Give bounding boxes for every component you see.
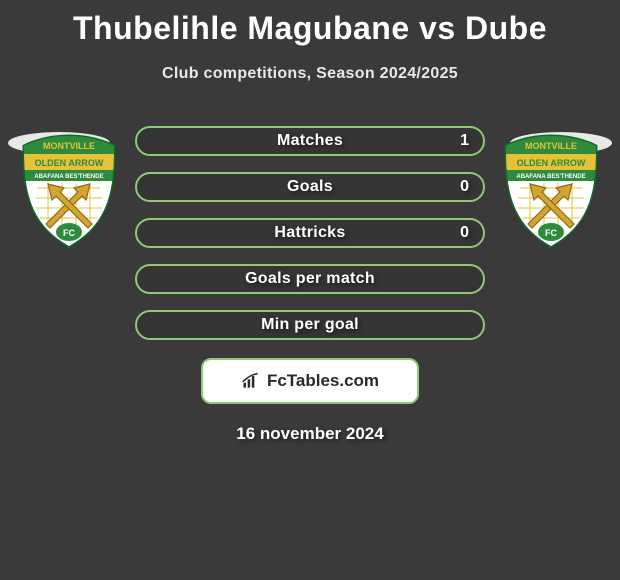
shield-icon: MONTVILLE OLDEN ARROW ABAFANA BES'THENDE… [18, 128, 120, 248]
stat-label: Min per goal [137, 316, 483, 334]
crest-mid-bottom-text: ABAFANA BES'THENDE [516, 174, 585, 180]
stat-label: Hattricks [137, 224, 483, 242]
stat-row-matches: Matches 1 [135, 126, 485, 156]
stat-value-right: 0 [460, 178, 469, 196]
bar-chart-icon [241, 371, 261, 391]
page-subtitle: Club competitions, Season 2024/2025 [0, 65, 620, 83]
footer-badge-text: FcTables.com [267, 371, 379, 391]
crest-fc-text: FC [545, 228, 557, 238]
shield-icon: MONTVILLE OLDEN ARROW ABAFANA BES'THENDE… [500, 128, 602, 248]
crest-mid-top-text: OLDEN ARROW [35, 158, 104, 168]
header: Thubelihle Magubane vs Dube Club competi… [0, 0, 620, 83]
crest-mid-bottom-text: ABAFANA BES'THENDE [34, 174, 103, 180]
footer-badge[interactable]: FcTables.com [201, 358, 419, 404]
crest-top-text: MONTVILLE [525, 141, 577, 151]
stat-value-right: 1 [460, 132, 469, 150]
crest-fc-text: FC [63, 228, 75, 238]
club-crest-right: MONTVILLE OLDEN ARROW ABAFANA BES'THENDE… [500, 128, 602, 248]
crest-mid-top-text: OLDEN ARROW [517, 158, 586, 168]
content-area: MONTVILLE OLDEN ARROW ABAFANA BES'THENDE… [0, 118, 620, 444]
stat-label: Goals [137, 178, 483, 196]
stat-label: Matches [137, 132, 483, 150]
stat-row-mpg: Min per goal [135, 310, 485, 340]
footer-date: 16 november 2024 [0, 424, 620, 444]
stat-row-gpm: Goals per match [135, 264, 485, 294]
page-title: Thubelihle Magubane vs Dube [0, 10, 620, 47]
club-crest-left: MONTVILLE OLDEN ARROW ABAFANA BES'THENDE… [18, 128, 120, 248]
stat-row-hattricks: Hattricks 0 [135, 218, 485, 248]
stat-row-goals: Goals 0 [135, 172, 485, 202]
stat-value-right: 0 [460, 224, 469, 242]
crest-top-text: MONTVILLE [43, 141, 95, 151]
stat-label: Goals per match [137, 270, 483, 288]
stat-rows: Matches 1 Goals 0 Hattricks 0 Goals per … [135, 118, 485, 340]
